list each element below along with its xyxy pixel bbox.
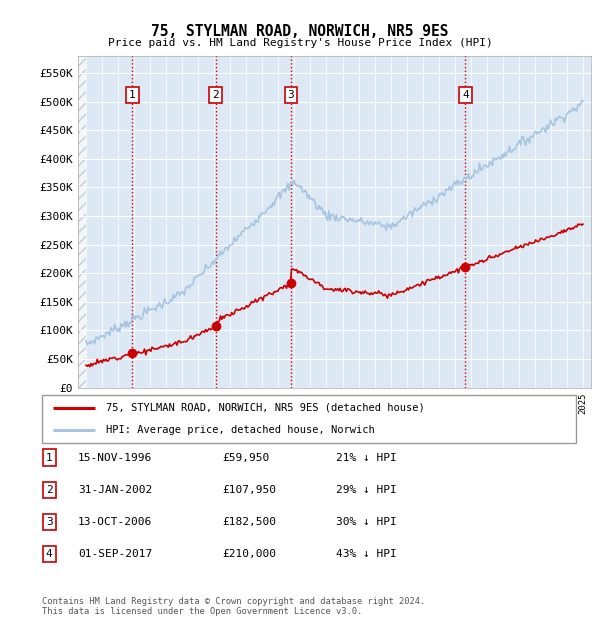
- Text: 3: 3: [46, 517, 53, 527]
- Text: 21% ↓ HPI: 21% ↓ HPI: [336, 453, 397, 463]
- Bar: [78, 56, 86, 388]
- Text: Contains HM Land Registry data © Crown copyright and database right 2024.: Contains HM Land Registry data © Crown c…: [42, 597, 425, 606]
- Text: 4: 4: [462, 90, 469, 100]
- Text: 13-OCT-2006: 13-OCT-2006: [78, 517, 152, 527]
- Text: £59,950: £59,950: [222, 453, 269, 463]
- Text: 29% ↓ HPI: 29% ↓ HPI: [336, 485, 397, 495]
- Text: 30% ↓ HPI: 30% ↓ HPI: [336, 517, 397, 527]
- Text: 43% ↓ HPI: 43% ↓ HPI: [336, 549, 397, 559]
- Text: £182,500: £182,500: [222, 517, 276, 527]
- Text: 1: 1: [129, 90, 136, 100]
- Text: 31-JAN-2002: 31-JAN-2002: [78, 485, 152, 495]
- Text: Price paid vs. HM Land Registry's House Price Index (HPI): Price paid vs. HM Land Registry's House …: [107, 38, 493, 48]
- Text: 2: 2: [46, 485, 53, 495]
- Text: 75, STYLMAN ROAD, NORWICH, NR5 9ES: 75, STYLMAN ROAD, NORWICH, NR5 9ES: [151, 24, 449, 38]
- Text: 3: 3: [287, 90, 295, 100]
- Text: 15-NOV-1996: 15-NOV-1996: [78, 453, 152, 463]
- Text: £210,000: £210,000: [222, 549, 276, 559]
- Text: 4: 4: [46, 549, 53, 559]
- Text: 1: 1: [46, 453, 53, 463]
- Text: HPI: Average price, detached house, Norwich: HPI: Average price, detached house, Norw…: [106, 425, 375, 435]
- Text: £107,950: £107,950: [222, 485, 276, 495]
- Text: This data is licensed under the Open Government Licence v3.0.: This data is licensed under the Open Gov…: [42, 607, 362, 616]
- Text: 2: 2: [212, 90, 219, 100]
- FancyBboxPatch shape: [42, 395, 576, 443]
- Text: 01-SEP-2017: 01-SEP-2017: [78, 549, 152, 559]
- Text: 75, STYLMAN ROAD, NORWICH, NR5 9ES (detached house): 75, STYLMAN ROAD, NORWICH, NR5 9ES (deta…: [106, 403, 425, 413]
